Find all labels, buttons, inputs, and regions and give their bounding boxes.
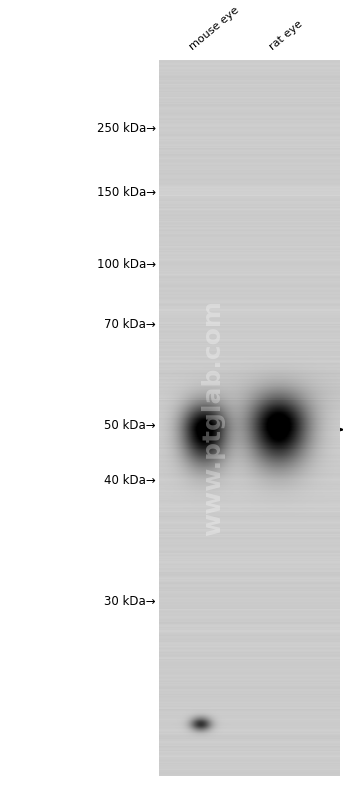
Text: 50 kDa→: 50 kDa→ [104, 419, 156, 432]
Text: www.ptglab.com: www.ptglab.com [201, 300, 225, 536]
Text: 30 kDa→: 30 kDa→ [104, 595, 156, 608]
Text: mouse eye: mouse eye [187, 5, 240, 52]
Text: 150 kDa→: 150 kDa→ [97, 186, 156, 198]
Text: rat eye: rat eye [268, 18, 304, 52]
Text: 70 kDa→: 70 kDa→ [104, 318, 156, 330]
Text: 100 kDa→: 100 kDa→ [97, 258, 156, 270]
Text: 40 kDa→: 40 kDa→ [104, 474, 156, 486]
Text: 250 kDa→: 250 kDa→ [97, 122, 156, 134]
